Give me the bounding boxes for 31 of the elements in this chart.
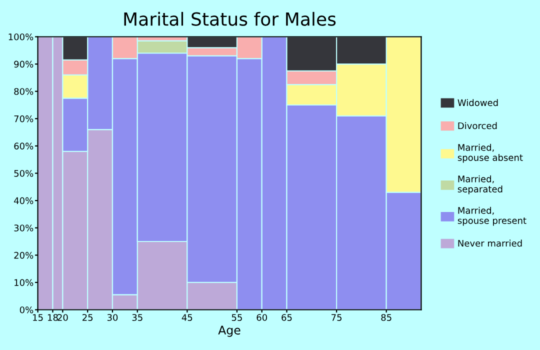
y-tick-label: 40% xyxy=(14,197,34,204)
y-tick-label: 0% xyxy=(20,306,34,314)
legend-label: Divorced xyxy=(458,122,497,130)
legend-label: Never married xyxy=(458,240,522,247)
y-tick-label: 10% xyxy=(14,279,34,286)
x-tick-label: 55 xyxy=(232,314,242,321)
x-tick-label: 15 xyxy=(33,314,43,321)
y-tick-label: 80% xyxy=(14,88,34,95)
x-tick-label: 85 xyxy=(381,314,392,321)
legend-label: Married, separated xyxy=(458,175,502,194)
legend-label: Married, spouse present xyxy=(458,206,526,226)
x-tick-label: 20 xyxy=(58,314,68,321)
x-axis-title: Age xyxy=(218,326,240,337)
x-tick-label: 75 xyxy=(332,314,342,321)
x-tick-label: 25 xyxy=(82,314,93,321)
legend-label: Widowed xyxy=(458,99,498,106)
y-tick-label: 30% xyxy=(14,224,34,232)
x-tick-label: 18 xyxy=(48,314,58,321)
x-tick-label: 65 xyxy=(282,314,292,321)
chart-title: Marital Status for Males xyxy=(124,12,336,26)
y-tick-label: 50% xyxy=(14,170,34,177)
y-tick-label: 100% xyxy=(8,33,34,40)
y-tick-label: 60% xyxy=(14,142,34,150)
x-tick-label: 45 xyxy=(182,314,192,321)
legend-label: Married, spouse absent xyxy=(458,144,523,163)
y-tick-label: 90% xyxy=(14,60,34,68)
y-tick-label: 20% xyxy=(14,252,34,259)
x-tick-label: 60 xyxy=(256,314,268,321)
x-tick-label: 30 xyxy=(107,314,118,321)
x-tick-label: 35 xyxy=(132,314,142,321)
y-tick-label: 70% xyxy=(14,115,34,122)
